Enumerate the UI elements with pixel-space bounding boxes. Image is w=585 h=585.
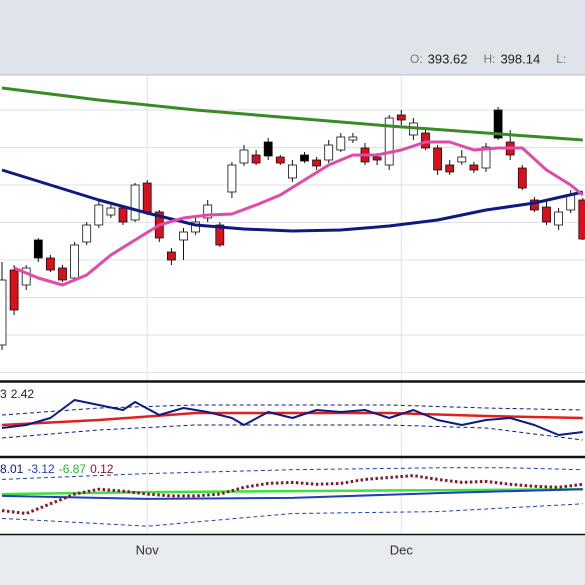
candle-body bbox=[0, 279, 7, 346]
indicator-line bbox=[1, 474, 583, 515]
candle-body bbox=[493, 109, 503, 139]
indicator-readout: -6.87 bbox=[59, 462, 87, 476]
candle-body bbox=[9, 269, 19, 311]
candle-body bbox=[481, 146, 491, 169]
candle-body bbox=[106, 207, 116, 216]
candle-body bbox=[300, 154, 309, 162]
readout-label: L: bbox=[556, 52, 566, 66]
plot-bg bbox=[0, 75, 585, 535]
candle-body bbox=[227, 164, 237, 193]
candle-body bbox=[58, 267, 67, 281]
candle-body bbox=[469, 164, 479, 171]
candle-body bbox=[384, 117, 394, 166]
candle-body bbox=[215, 224, 225, 246]
candle-body bbox=[118, 207, 128, 223]
candle-body bbox=[191, 221, 201, 233]
candle-body bbox=[287, 164, 297, 179]
indicator-line bbox=[1, 168, 584, 233]
candle-body bbox=[21, 267, 31, 286]
candle-body bbox=[82, 224, 92, 243]
candle-body bbox=[275, 156, 285, 164]
indicator-line bbox=[1, 404, 583, 416]
candle-body bbox=[130, 184, 140, 221]
candle-body bbox=[336, 136, 346, 151]
indicator-readout: -3.12 bbox=[27, 462, 55, 476]
x-axis-bg bbox=[0, 535, 585, 585]
indicator-line bbox=[1, 488, 583, 500]
candle-body bbox=[324, 144, 334, 161]
x-tick-label: Nov bbox=[136, 542, 160, 557]
candle-body bbox=[166, 251, 176, 261]
labels: O: 393.62 H: 398.14 L: Nov Dec 3 2.42 8.01 -3.12 -6… bbox=[0, 51, 566, 557]
candle-body bbox=[251, 154, 261, 164]
indicator-line bbox=[1, 424, 583, 441]
candle-body bbox=[433, 147, 443, 171]
candle-body bbox=[263, 141, 273, 157]
readout-value: 398.14 bbox=[500, 51, 540, 66]
candle-body bbox=[94, 204, 104, 226]
candle-body bbox=[312, 159, 322, 167]
candle-body bbox=[372, 156, 382, 161]
candle-body bbox=[396, 114, 406, 121]
frame bbox=[0, 74, 585, 536]
candle-body bbox=[70, 244, 79, 279]
indicator-line bbox=[1, 86, 583, 142]
candle-body bbox=[457, 156, 467, 163]
candle-body bbox=[46, 257, 55, 271]
indicator-line bbox=[1, 503, 583, 527]
candle-body bbox=[33, 239, 43, 259]
indicator-readout: 3 bbox=[0, 387, 7, 401]
indicator-readout: 2.42 bbox=[11, 387, 35, 401]
indicator-line bbox=[1, 411, 583, 427]
candle-body bbox=[203, 204, 213, 219]
marks bbox=[0, 86, 585, 527]
candle-body bbox=[179, 231, 188, 241]
header-bar bbox=[0, 0, 585, 75]
candle-body bbox=[578, 199, 585, 240]
candle-body bbox=[517, 167, 527, 189]
x-tick-label: Dec bbox=[390, 542, 414, 557]
indicator-line bbox=[1, 399, 583, 436]
readout-label: O: bbox=[410, 52, 423, 66]
candle-body bbox=[348, 136, 358, 141]
candle-body bbox=[239, 149, 249, 164]
indicator-readout: 8.01 bbox=[0, 462, 24, 476]
indicator-line bbox=[1, 487, 583, 496]
candle-body bbox=[554, 211, 563, 226]
candle-body bbox=[566, 194, 576, 211]
candle-body bbox=[445, 164, 455, 173]
candle-body bbox=[142, 182, 152, 213]
readout-label: H: bbox=[483, 52, 495, 66]
indicator-line bbox=[1, 467, 583, 480]
indicator-readout: 0.12 bbox=[90, 462, 114, 476]
readout-value: 393.62 bbox=[428, 51, 468, 66]
indicator-line bbox=[13, 140, 584, 287]
candle-body bbox=[542, 206, 551, 223]
